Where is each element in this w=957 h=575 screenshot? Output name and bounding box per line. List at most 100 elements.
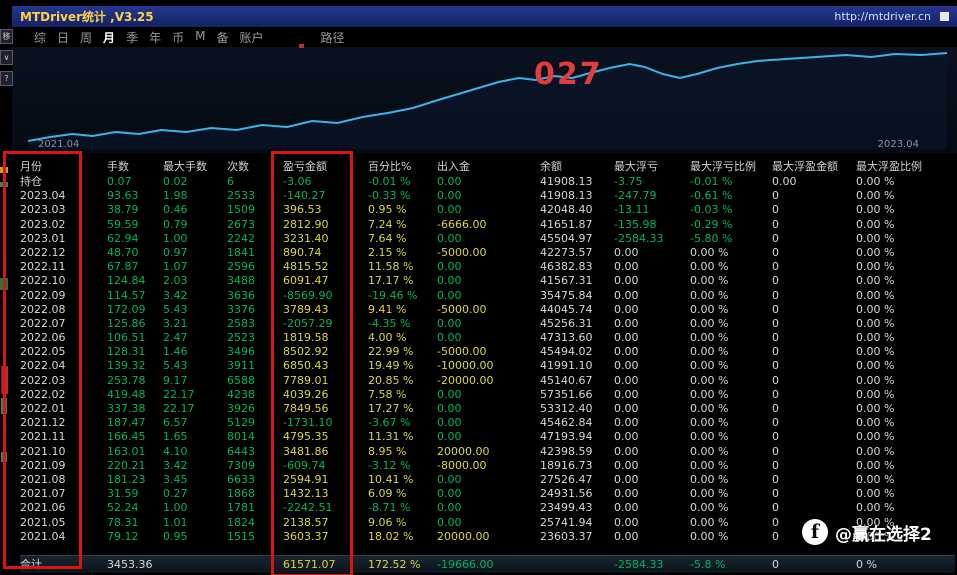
table-cell: 0.00 [614,260,639,274]
table-row[interactable]: 2022.02 419.48 22.17 4238 4039.26 7.58 % 0.00 5… [20,388,955,402]
table-row[interactable]: 2023.01 62.94 1.00 2242 3231.40 7.64 % 0.00 455… [20,232,955,246]
column-header[interactable]: 月份 [20,160,42,173]
table-row[interactable]: 2022.11 67.87 1.07 2596 4815.52 11.58 % 0.00 46… [20,260,955,274]
table-cell: 4795.35 [283,430,329,444]
title-bar[interactable]: MTDriver统计 ,V3.25 http://mtdriver.cn [12,6,957,27]
menu-item-综[interactable]: 综 [34,30,47,45]
table-row[interactable]: 2022.10 124.84 2.03 3488 6091.47 17.17 % 0.00 4… [20,274,955,288]
table-cell: 0.00 [437,189,462,203]
table-cell: 41908.13 [540,189,593,203]
table-cell: 1781 [227,501,255,515]
table-cell: 0.00 % [690,416,729,430]
table-row[interactable]: 2021.08 181.23 3.45 6633 2594.91 10.41 % 0.00 2… [20,473,955,487]
table-row[interactable]: 2022.07 125.86 3.21 2583 -2057.29 -4.35 % 0.00… [20,317,955,331]
table-cell: 20000.00 [437,529,490,543]
column-header[interactable]: 最大浮亏比例 [690,160,756,173]
menu-item-日[interactable]: 日 [57,30,70,45]
table-cell: 0.00 % [856,274,895,288]
menu-item-季[interactable]: 季 [126,30,139,45]
table-cell: 7.24 % [368,217,407,231]
column-header[interactable]: 盈亏金额 [283,160,327,173]
window-button-icon[interactable] [940,12,949,21]
table-cell: 106.51 [107,331,146,345]
table-cell: 0 [772,557,779,571]
menu-item-M[interactable]: M [195,28,206,43]
table-cell: 0 [772,316,779,330]
table-cell: 0 [772,515,779,529]
table-cell: 2022.06 [20,331,66,345]
table-cell: 0.00 % [856,260,895,274]
table-cell: 1509 [227,203,255,217]
column-header[interactable]: 最大浮亏 [614,160,658,173]
table-cell: 1.65 [163,430,188,444]
menu-item-年[interactable]: 年 [149,30,162,45]
table-cell: 128.31 [107,345,146,359]
column-header[interactable]: 最大浮盈比例 [856,160,922,173]
menu-item-月[interactable]: 月 [103,30,116,45]
table-row[interactable]: 持仓 0.07 0.02 6 -3.06 -0.01 % 0.00 41908.13 -3.75… [20,175,955,189]
table-row[interactable]: 2021.12 187.47 6.57 5129 -1731.10 -3.67 % 0.00… [20,416,955,430]
table-cell: 10.41 % [368,472,414,486]
column-header[interactable]: 最大浮盈金额 [772,160,838,173]
menu-item-path[interactable]: 路径 [320,30,345,45]
table-cell: 1.07 [163,260,188,274]
app-url[interactable]: http://mtdriver.cn [834,10,931,23]
table-row[interactable]: 2022.12 48.70 0.97 1841 890.74 2.15 % -5000.00… [20,246,955,260]
table-cell: 4039.26 [283,387,329,401]
table-row[interactable]: 2021.06 52.24 1.00 1781 -2242.51 -8.71 % 0.00 2… [20,501,955,515]
column-header[interactable]: 百分比% [368,160,412,173]
table-row[interactable]: 2022.04 139.32 5.43 3911 6850.43 19.49 % -1000… [20,359,955,373]
table-cell: 0.00 % [690,430,729,444]
table-cell: 0.00 [614,359,639,373]
table-row[interactable]: 2021.04 79.12 0.95 1515 3603.37 18.02 % 20000.… [20,530,955,544]
table-cell: 0.02 [163,175,188,188]
table-row[interactable]: 2023.03 38.79 0.46 1509 396.53 0.95 % 0.00 4204… [20,203,955,217]
table-row[interactable]: 2023.04 93.63 1.98 2533 -140.27 -0.33 % 0.00 41… [20,189,955,203]
table-row[interactable]: 2021.05 78.31 1.01 1824 2138.57 9.06 % 0.00 257… [20,516,955,530]
table-row[interactable]: 2022.05 128.31 1.46 3496 8502.92 22.99 % -5000… [20,345,955,359]
table-cell: 2022.03 [20,373,66,387]
table-cell: 0.00 [437,260,462,274]
menu-item-账户[interactable]: 账户 [239,30,264,45]
table-row[interactable]: 2022.03 253.78 9.17 6588 7789.01 20.85 % -2000… [20,374,955,388]
table-row[interactable]: 2022.08 172.09 5.43 3376 3789.43 9.41 % -5000.… [20,303,955,317]
table-row[interactable]: 2022.01 337.38 22.17 3926 7849.56 17.27 % 0.00… [20,402,955,416]
column-header[interactable]: 手数 [107,160,129,173]
table-cell: 187.47 [107,416,146,430]
table-cell: 27526.47 [540,472,593,486]
table-row[interactable]: 2021.09 220.21 3.42 7309 -609.74 -3.12 % -8000… [20,459,955,473]
table-cell: 0.00 % [690,260,729,274]
menu-item-币[interactable]: 币 [172,30,185,45]
table-row[interactable]: 2021.10 163.01 4.10 6443 3481.86 8.95 % 20000.… [20,445,955,459]
table-cell: 0 [772,189,779,203]
column-header[interactable]: 出入金 [437,160,470,173]
table-row[interactable]: 2021.07 31.59 0.27 1868 1432.13 6.09 % 0.00 249… [20,487,955,501]
table-cell: 2021.05 [20,515,66,529]
table-cell: 3481.86 [283,444,329,458]
side-tool-icon[interactable]: ? [0,71,13,86]
table-cell: 2021.06 [20,501,66,515]
table-cell: 6850.43 [283,359,329,373]
table-cell: 8.95 % [368,444,407,458]
table-cell: 7.64 % [368,231,407,245]
table-cell: 45256.31 [540,316,593,330]
table-cell: 172.09 [107,302,146,316]
table-cell: 23499.43 [540,501,593,515]
side-tool-icon[interactable]: ∨ [0,50,13,65]
table-cell: -2584.33 [614,231,664,245]
table-cell: 0.00 % [856,359,895,373]
column-header[interactable]: 次数 [227,160,249,173]
table-cell: 0.00 [614,373,639,387]
table-row[interactable]: 2022.06 106.51 2.47 2523 1819.58 4.00 % 0.00 47… [20,331,955,345]
column-header[interactable]: 最大手数 [163,160,207,173]
side-tool-icon[interactable]: 移 [0,29,13,44]
table-row[interactable]: 2023.02 59.59 0.79 2673 2812.90 7.24 % -6666.0… [20,218,955,232]
menu-item-周[interactable]: 周 [80,30,93,45]
table-cell: 9.06 % [368,515,407,529]
table-row[interactable]: 2021.11 166.45 1.65 8014 4795.35 11.31 % 0.00 4… [20,430,955,444]
table-row[interactable]: 2022.09 114.57 3.42 3636 -8569.90 -19.46 % 0.0… [20,289,955,303]
column-header[interactable]: 余额 [540,160,562,173]
table-cell: 3496 [227,345,255,359]
menu-item-备[interactable]: 备 [216,30,229,45]
table-cell: 0.00 % [856,515,895,529]
